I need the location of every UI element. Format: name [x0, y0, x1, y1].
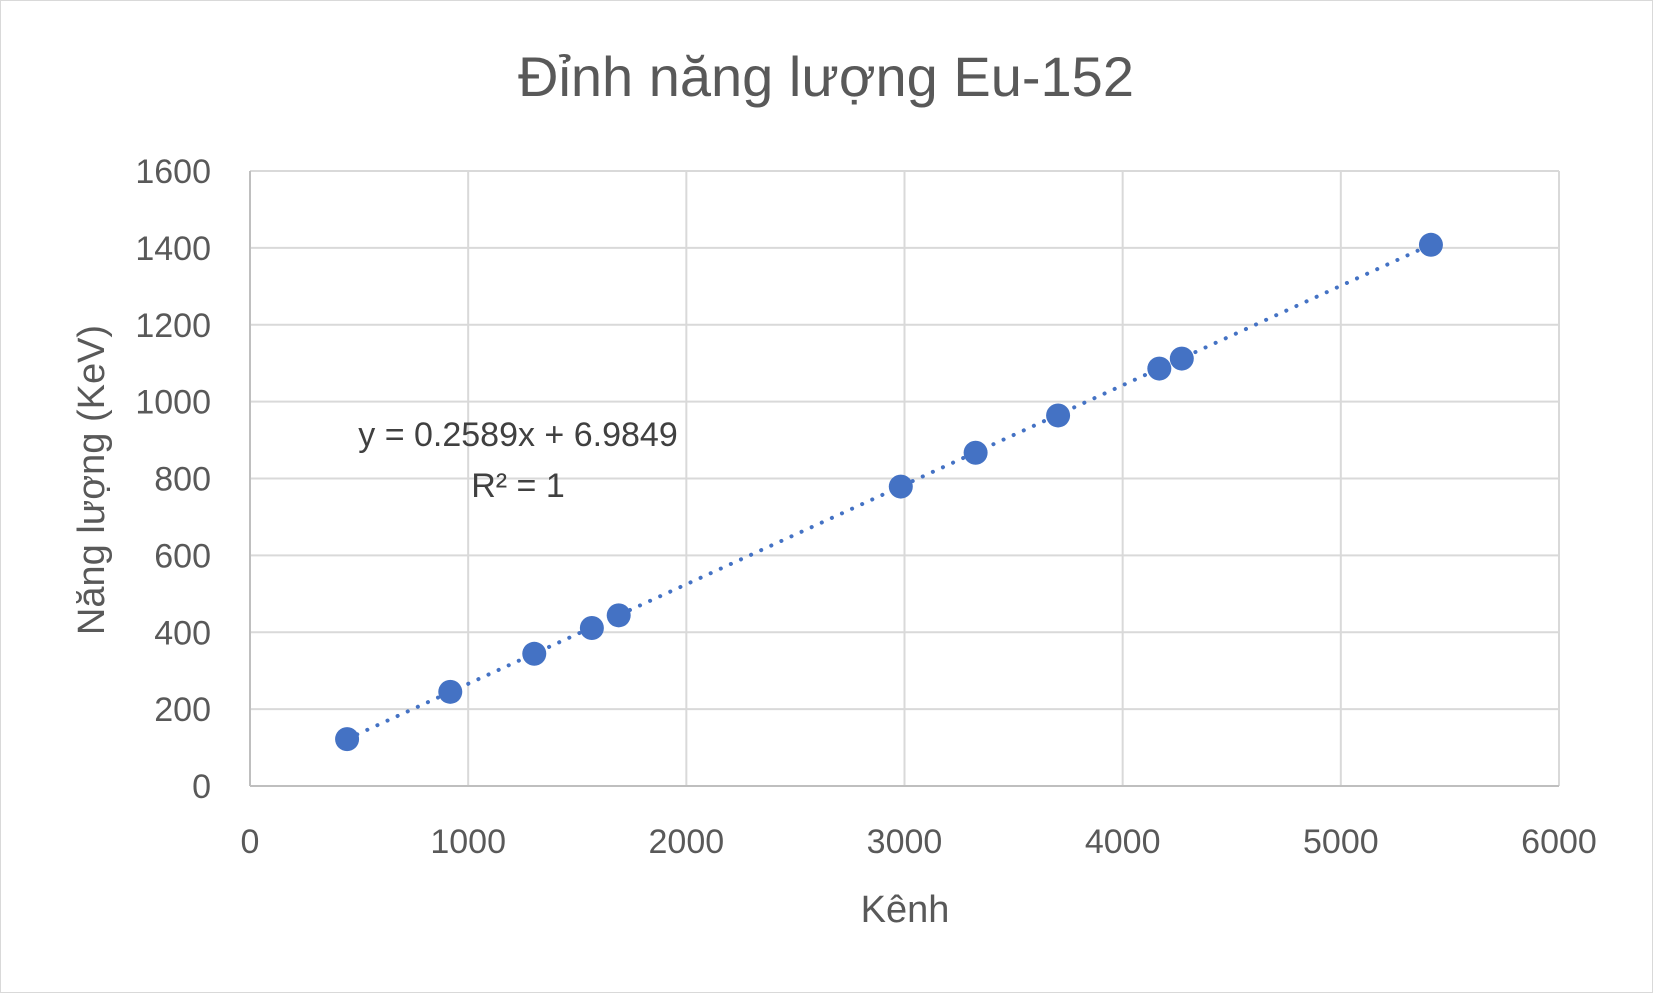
y-tick-label-1600: 1600: [135, 153, 211, 191]
y-tick-labels: 0 200 400 600 800 1000 1200 1400 1600: [135, 153, 211, 806]
data-point-5: [606, 603, 631, 628]
trendline-equation: y = 0.2589x + 6.9849: [358, 416, 677, 454]
x-tick-label-3000: 3000: [867, 823, 943, 861]
data-point-7: [963, 440, 988, 465]
y-axis-title: Năng lượng (KeV): [71, 325, 113, 635]
data-point-4: [579, 616, 604, 641]
data-point-11: [1418, 232, 1443, 257]
x-tick-label-1000: 1000: [430, 823, 506, 861]
x-tick-label-6000: 6000: [1521, 823, 1597, 861]
x-tick-labels: 0 1000 2000 3000 4000 5000 6000: [241, 823, 1597, 861]
data-points: [335, 232, 1443, 752]
y-tick-label-1000: 1000: [135, 384, 211, 422]
axis-lines: [249, 171, 1559, 787]
data-point-1: [335, 727, 360, 752]
trendline-r-squared: R² = 1: [471, 467, 565, 505]
data-point-3: [522, 641, 547, 666]
data-point-8: [1046, 403, 1071, 428]
x-tick-label-4000: 4000: [1085, 823, 1161, 861]
chart-title: Đỉnh năng lượng Eu-152: [518, 45, 1134, 108]
data-point-6: [888, 474, 913, 499]
x-tick-label-2000: 2000: [649, 823, 725, 861]
x-tick-label-5000: 5000: [1303, 823, 1379, 861]
y-tick-label-1400: 1400: [135, 230, 211, 268]
y-tick-label-1200: 1200: [135, 307, 211, 345]
data-point-9: [1147, 356, 1172, 381]
data-point-10: [1169, 346, 1194, 371]
y-tick-label-400: 400: [154, 614, 211, 652]
y-tick-label-0: 0: [192, 768, 211, 806]
y-tick-label-600: 600: [154, 537, 211, 575]
x-tick-label-0: 0: [241, 823, 260, 861]
x-axis-title: Kênh: [861, 889, 950, 931]
y-tick-label-200: 200: [154, 691, 211, 729]
data-point-2: [438, 679, 463, 704]
y-tick-label-800: 800: [154, 461, 211, 499]
